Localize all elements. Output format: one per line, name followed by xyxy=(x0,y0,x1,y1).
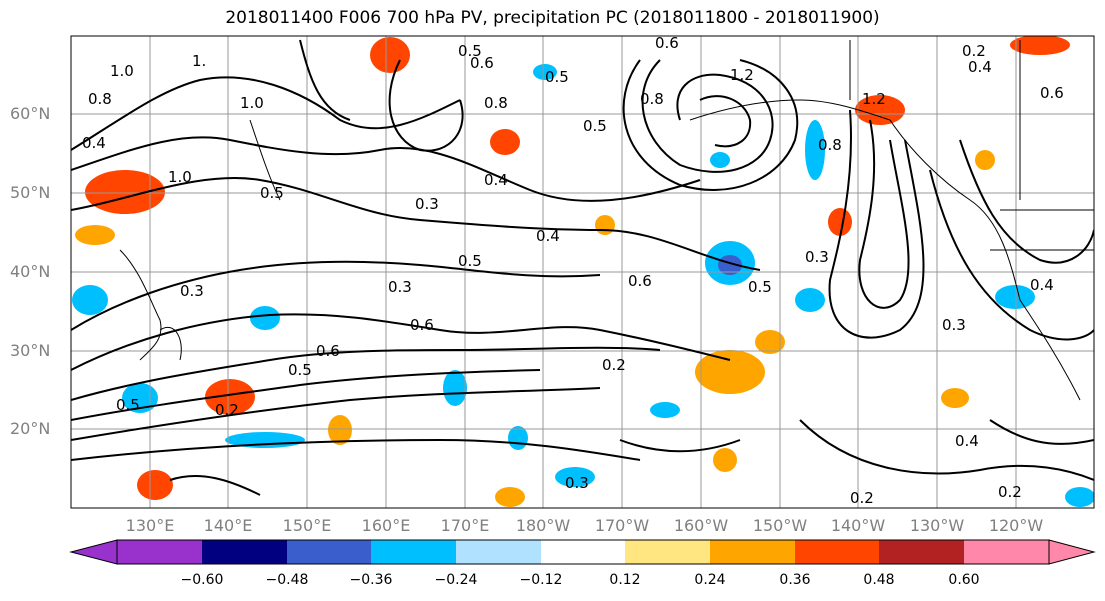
colorbar-bin xyxy=(879,540,964,564)
contour-label: 1. xyxy=(192,52,206,70)
lon-label: 120°W xyxy=(988,516,1044,535)
colorbar xyxy=(69,539,1096,565)
contour-label: 0.6 xyxy=(410,316,434,334)
contour-label: 0.8 xyxy=(640,90,664,108)
contour-label: 0.8 xyxy=(88,90,112,108)
colorbar-tick-label: −0.60 xyxy=(180,572,224,588)
contour-label: 0.5 xyxy=(583,117,607,135)
coastlines xyxy=(119,40,1094,401)
lon-label: 140°W xyxy=(830,516,886,535)
lon-label: 180°W xyxy=(515,516,571,535)
lon-label: 140°E xyxy=(203,516,253,535)
contour-label: 0.3 xyxy=(388,278,412,296)
colorbar-tick-label: 0.48 xyxy=(863,572,895,588)
colorbar-tick-label: −0.48 xyxy=(265,572,309,588)
contour-label: 0.4 xyxy=(968,58,992,76)
lon-label: 170°E xyxy=(440,516,490,535)
contour-label: 0.6 xyxy=(1040,84,1064,102)
contour-label: 0.4 xyxy=(536,227,560,245)
lat-label: 50°N xyxy=(10,183,51,202)
contour-label: 0.5 xyxy=(116,396,140,414)
contour-labels: 1.0 1. 0.8 0.4 1.0 1.0 0.5 0.4 0.8 0.5 0… xyxy=(82,34,1064,507)
contour-label: 0.5 xyxy=(748,278,772,296)
colorbar-tick-label: −0.12 xyxy=(519,572,563,588)
contour-label: 0.5 xyxy=(458,252,482,270)
contour-label: 0.2 xyxy=(998,483,1022,501)
contour-label: 0.6 xyxy=(655,34,679,52)
contour-label: 0.3 xyxy=(180,282,204,300)
colorbar-bin xyxy=(287,540,371,564)
contour-label: 0.3 xyxy=(565,474,589,492)
contour-label: 1.0 xyxy=(168,168,192,186)
contour-label: 0.2 xyxy=(962,42,986,60)
contour-label: 0.5 xyxy=(458,42,482,60)
contour-label: 0.3 xyxy=(805,248,829,266)
contour-label: 0.4 xyxy=(82,134,106,152)
colorbar-bin xyxy=(541,540,625,564)
colorbar-bin xyxy=(964,540,1049,564)
colorbar-tick-label: 0.36 xyxy=(779,572,811,588)
colorbar-bin xyxy=(202,540,287,564)
contour-label: 1.0 xyxy=(240,94,264,112)
lon-label: 130°E xyxy=(125,516,175,535)
contour-label: 0.8 xyxy=(818,136,842,154)
precip-shading xyxy=(72,36,1094,507)
pv-contours xyxy=(71,39,1094,496)
contour-label: 0.8 xyxy=(484,94,508,112)
lon-label: 150°W xyxy=(752,516,808,535)
contour-label: 0.2 xyxy=(215,401,239,419)
colorbar-bin xyxy=(371,540,456,564)
contour-label: 0.2 xyxy=(602,356,626,374)
contour-label: 0.4 xyxy=(484,171,508,189)
colorbar-bin xyxy=(117,540,202,564)
contour-label: 0.4 xyxy=(1030,276,1054,294)
colorbar-tick-label: −0.24 xyxy=(434,572,478,588)
contour-label: 1.0 xyxy=(110,62,134,80)
lat-label: 60°N xyxy=(10,104,51,123)
map-frame xyxy=(70,35,1095,509)
contour-label: 0.4 xyxy=(955,432,979,450)
colorbar-tick-label: 0.12 xyxy=(609,572,641,588)
contour-label: 0.5 xyxy=(545,68,569,86)
lon-label: 150°E xyxy=(282,516,332,535)
contour-label: 0.3 xyxy=(415,195,439,213)
lat-label: 40°N xyxy=(10,262,51,281)
colorbar-extend-high xyxy=(1048,539,1096,565)
lat-label: 20°N xyxy=(10,419,51,438)
contour-label: 0.6 xyxy=(316,342,340,360)
contour-label: 1.2 xyxy=(862,90,886,108)
lon-label: 170°W xyxy=(594,516,650,535)
contour-label: 0.5 xyxy=(288,361,312,379)
colorbar-bin xyxy=(625,540,710,564)
lat-label: 30°N xyxy=(10,341,51,360)
lon-label: 130°W xyxy=(909,516,965,535)
contour-label: 0.6 xyxy=(628,272,652,290)
contour-label: 0.3 xyxy=(942,316,966,334)
colorbar-tick-label: 0.60 xyxy=(948,572,980,588)
contour-label: 0.2 xyxy=(850,489,874,507)
colorbar-bin xyxy=(710,540,795,564)
colorbar-bin xyxy=(795,540,879,564)
contour-label: 0.5 xyxy=(260,184,284,202)
contour-label: 0.6 xyxy=(470,54,494,72)
colorbar-bin xyxy=(456,540,541,564)
colorbar-tick-label: −0.36 xyxy=(349,572,393,588)
lon-label: 160°E xyxy=(361,516,411,535)
chart-title: 2018011400 F006 700 hPa PV, precipitatio… xyxy=(225,8,880,28)
colorbar-extend-low xyxy=(69,539,118,565)
contour-label: 1.2 xyxy=(730,66,754,84)
lon-label: 160°W xyxy=(673,516,729,535)
colorbar-tick-label: 0.24 xyxy=(694,572,726,588)
